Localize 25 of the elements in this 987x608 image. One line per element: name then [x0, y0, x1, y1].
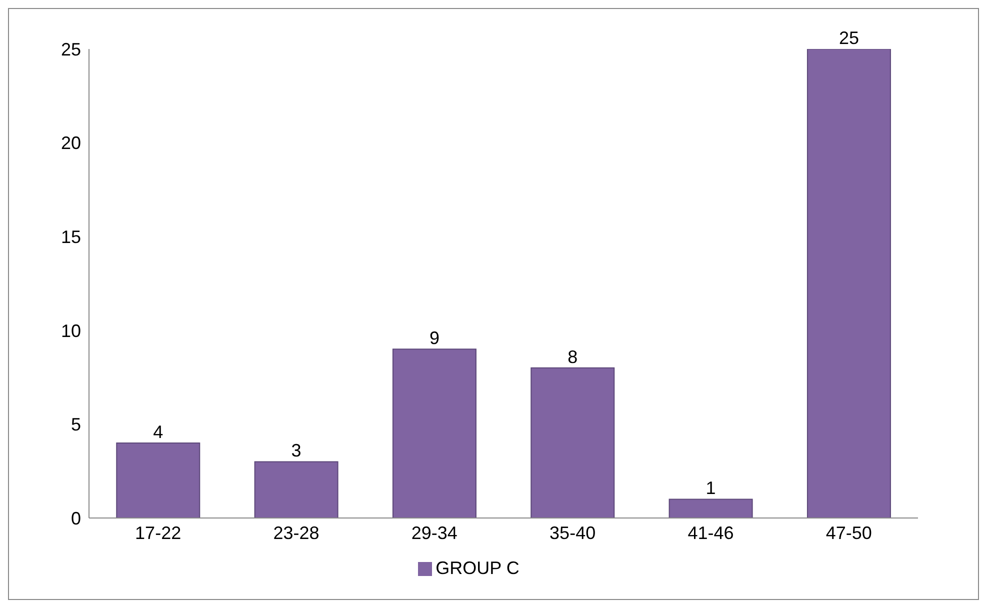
- bar: [392, 348, 476, 518]
- x-tick-label: 23-28: [273, 522, 320, 543]
- y-tick-label: 25: [60, 39, 81, 60]
- x-tick-label: 17-22: [135, 522, 182, 543]
- y-tick-label: 10: [60, 320, 81, 341]
- y-tick-label: 0: [70, 508, 81, 528]
- data-label: 25: [838, 28, 859, 48]
- data-label: 3: [291, 440, 302, 461]
- bar: [530, 367, 615, 518]
- y-tick-label: 20: [60, 133, 81, 154]
- bar: [254, 461, 338, 518]
- data-label: 8: [568, 346, 578, 367]
- x-tick-label: 29-34: [411, 522, 458, 543]
- bar: [116, 442, 200, 518]
- data-label: 1: [706, 478, 716, 498]
- bar: [668, 498, 753, 518]
- y-tick-label: 5: [70, 414, 81, 435]
- legend-label: GROUP C: [436, 558, 520, 578]
- data-label: 9: [429, 328, 440, 348]
- x-tick-label: 35-40: [550, 522, 596, 543]
- y-tick-label: 15: [60, 226, 81, 247]
- data-label: 4: [153, 422, 164, 442]
- x-tick-label: 47-50: [826, 522, 872, 543]
- bar: [806, 49, 891, 518]
- x-tick-label: 41-46: [688, 522, 734, 543]
